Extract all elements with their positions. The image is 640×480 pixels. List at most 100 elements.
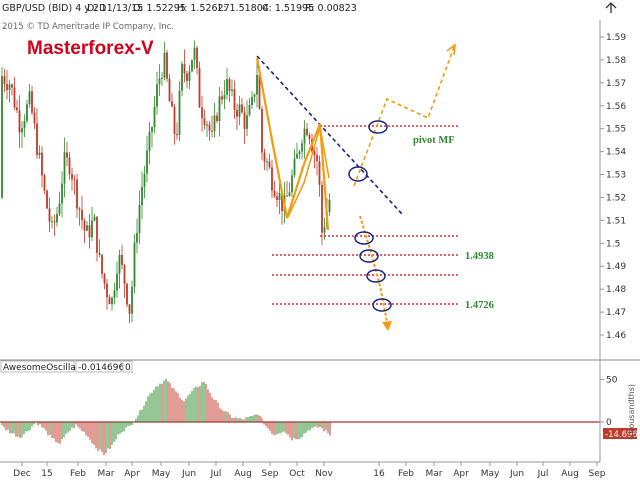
candle-body bbox=[113, 290, 116, 298]
candle-body bbox=[246, 115, 248, 129]
time-tick-label: Sep bbox=[589, 469, 606, 479]
candle-body bbox=[201, 107, 203, 119]
candle-body bbox=[233, 89, 236, 110]
price-tick-label: 1.55 bbox=[606, 125, 626, 135]
oscillator-param-box bbox=[122, 360, 133, 373]
candle-body bbox=[171, 101, 173, 107]
candle-body bbox=[328, 199, 331, 213]
candle-body bbox=[196, 47, 198, 68]
candle-body bbox=[243, 112, 246, 129]
candle-body bbox=[178, 90, 181, 135]
candle-body bbox=[43, 175, 46, 191]
candle-body bbox=[3, 76, 6, 84]
candle-body bbox=[218, 96, 221, 121]
time-tick-label: May bbox=[152, 469, 171, 479]
candle-body bbox=[313, 151, 316, 156]
candle-body bbox=[23, 120, 26, 129]
candle-body bbox=[116, 273, 118, 291]
time-tick-label: Dec bbox=[13, 469, 30, 479]
candle-body bbox=[28, 91, 31, 105]
candle-body bbox=[46, 190, 48, 209]
candle-body bbox=[38, 152, 41, 155]
oscillator-value: -0.0146964 bbox=[78, 363, 130, 373]
candle-body bbox=[123, 265, 126, 284]
candle-body bbox=[106, 283, 108, 298]
candle-body bbox=[63, 152, 66, 184]
time-tick-label: Aug bbox=[234, 469, 252, 479]
candle-body bbox=[223, 94, 226, 100]
candle-body bbox=[256, 74, 258, 95]
candle-body bbox=[51, 221, 53, 223]
target-ellipse bbox=[354, 231, 374, 245]
last-value-badge bbox=[603, 428, 637, 439]
candle-body bbox=[153, 106, 156, 128]
candle-body bbox=[236, 109, 238, 117]
bullish-arrow-icon bbox=[446, 43, 456, 56]
candle-body bbox=[241, 104, 243, 113]
candle-body bbox=[188, 71, 191, 81]
candle-body bbox=[261, 108, 263, 153]
candle-body bbox=[176, 134, 178, 136]
candle-body bbox=[186, 73, 188, 81]
candle-body bbox=[41, 152, 43, 176]
candle-body bbox=[66, 152, 68, 158]
oscillator-name-box[interactable] bbox=[0, 360, 75, 373]
candle-body bbox=[323, 227, 326, 233]
osc-tick-label: 50 bbox=[606, 376, 618, 386]
expand-arrow-icon[interactable] bbox=[605, 2, 617, 13]
candle-body bbox=[83, 220, 86, 231]
time-axis: Dec 15 Feb Mar Apr May Jun Jul Aug Sep Oct Nov 16 Feb… bbox=[13, 462, 606, 479]
candle-body bbox=[16, 107, 18, 111]
candle-body bbox=[111, 297, 113, 305]
time-tick-label: Apr bbox=[124, 469, 140, 479]
bullish-forecast-line bbox=[353, 46, 455, 187]
candle-body bbox=[183, 63, 186, 74]
target-ellipse bbox=[366, 269, 386, 283]
low-value: L: 1.51804 bbox=[218, 3, 269, 14]
candle-body bbox=[193, 47, 196, 60]
level-annotation-14726: 1.4726 bbox=[465, 300, 494, 311]
price-tick-label: 1.48 bbox=[606, 285, 626, 295]
candle-body bbox=[53, 221, 56, 223]
price-tick-label: 1.56 bbox=[606, 102, 626, 112]
candle-body bbox=[146, 150, 148, 174]
candle-body bbox=[68, 157, 71, 174]
time-tick-label: Feb bbox=[70, 469, 86, 479]
candle-body bbox=[273, 190, 276, 197]
time-tick-label: 16 bbox=[373, 469, 385, 479]
candle-body bbox=[31, 91, 33, 113]
candle-body bbox=[288, 192, 291, 196]
price-axis: 1.59 1.58 1.57 1.56 1.55 1.54 1.53 1.52 1.51 1.5 1… bbox=[600, 33, 626, 341]
open-value: O: 1.52295 bbox=[133, 3, 186, 14]
candle-body bbox=[248, 105, 251, 116]
candle-body bbox=[306, 128, 308, 136]
candle-body bbox=[148, 131, 151, 151]
candle-body bbox=[181, 63, 183, 91]
candle-body bbox=[258, 74, 261, 109]
candle-body bbox=[71, 173, 73, 180]
oscillator-axis: 50 0 bbox=[600, 376, 618, 428]
candle-body bbox=[321, 184, 323, 233]
trend-line bbox=[256, 55, 403, 215]
time-tick-label: Oct bbox=[289, 469, 305, 479]
candle-body bbox=[191, 59, 193, 72]
price-tick-label: 1.58 bbox=[606, 56, 626, 66]
candle-body bbox=[103, 274, 106, 284]
price-tick-label: 1.5 bbox=[606, 239, 620, 249]
candle-body bbox=[291, 175, 293, 193]
high-value: H: 1.52627 bbox=[177, 3, 230, 14]
price-header: GBP/USD (BID) 4 y 2D D: 11/13/15 O: 1.52… bbox=[2, 3, 357, 14]
target-ellipse bbox=[348, 166, 368, 182]
time-tick-label: Sep bbox=[262, 469, 279, 479]
price-tick-label: 1.49 bbox=[606, 262, 626, 272]
candle-body bbox=[26, 104, 28, 121]
brand-title: Masterforex-V bbox=[27, 38, 154, 59]
candle-body bbox=[318, 161, 321, 185]
candle-body bbox=[13, 87, 16, 108]
price-tick-label: 1.46 bbox=[606, 331, 626, 341]
candle-body bbox=[151, 127, 153, 132]
candle-body bbox=[56, 213, 58, 223]
candle-body bbox=[198, 67, 201, 108]
candle-body bbox=[166, 52, 168, 79]
pivot-annotation: pivot MF bbox=[413, 135, 455, 146]
